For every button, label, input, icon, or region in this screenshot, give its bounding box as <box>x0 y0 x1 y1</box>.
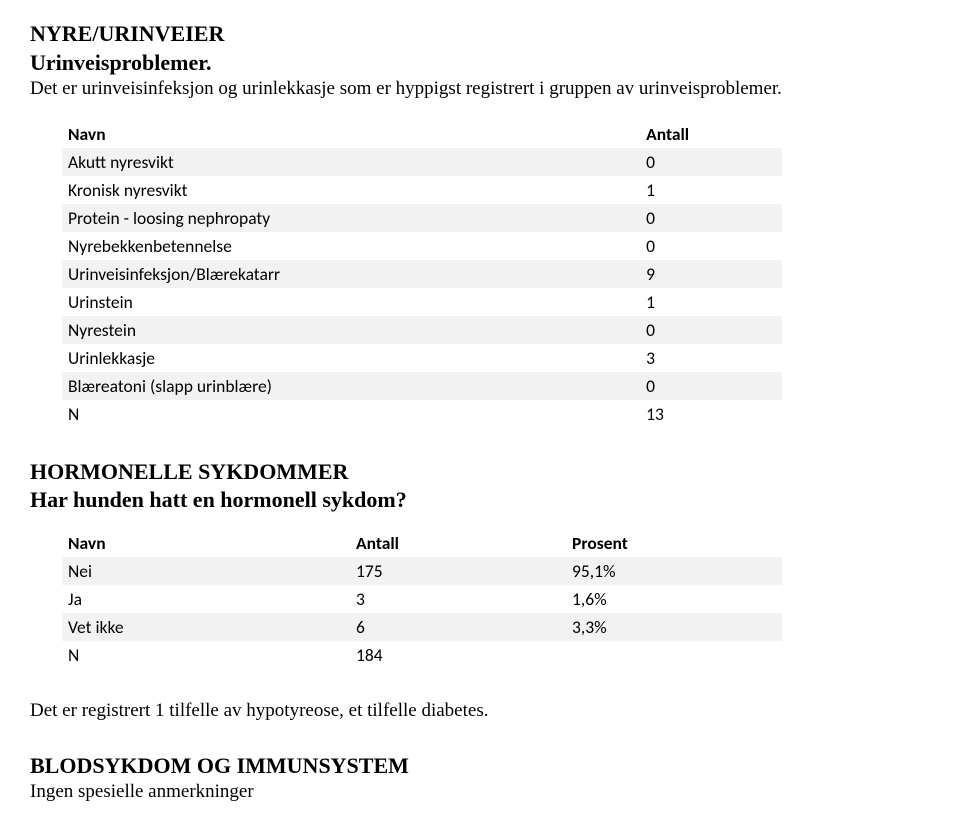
table-row-count: 13 <box>640 400 782 428</box>
table2-header-pct: Prosent <box>566 529 782 557</box>
table-row-name: Urinlekkasje <box>62 344 640 372</box>
table2-header-name: Navn <box>62 529 350 557</box>
section2-table: Navn Antall Prosent Nei17595,1% Ja31,6% Ve… <box>62 529 782 669</box>
table-row-name: Vet ikke <box>62 613 350 641</box>
table-row-count: 175 <box>350 557 566 585</box>
table-row-count: 0 <box>640 316 782 344</box>
table-row-name: Urinveisinfeksjon/Blærekatarr <box>62 260 640 288</box>
table-row-name: Blæreatoni (slapp urinblære) <box>62 372 640 400</box>
table-row-name: Akutt nyresvikt <box>62 148 640 176</box>
section1-intro: Det er urinveisinfeksjon og urinlekkasje… <box>30 77 930 102</box>
section3-note: Ingen spesielle anmerkninger <box>30 780 930 805</box>
table-row-count: 9 <box>640 260 782 288</box>
table-row-count: 184 <box>350 641 566 669</box>
table-row-name: Nyrestein <box>62 316 640 344</box>
section1-table: Navn Antall Akutt nyresvikt0Kronisk nyre… <box>62 120 782 428</box>
table-row-pct: 3,3% <box>566 613 782 641</box>
section2-subtitle: Har hunden hatt en hormonell sykdom? <box>30 486 930 515</box>
table-row-name: Kronisk nyresvikt <box>62 176 640 204</box>
table-row-count: 1 <box>640 288 782 316</box>
table1-header-name: Navn <box>62 120 640 148</box>
table-row-count: 0 <box>640 148 782 176</box>
table-row-pct <box>566 641 782 669</box>
table-row-name: Protein - loosing nephropaty <box>62 204 640 232</box>
table-row-name: Nei <box>62 557 350 585</box>
section1-subtitle: Urinveisproblemer. <box>30 49 930 78</box>
table1-header-count: Antall <box>640 120 782 148</box>
table-row-count: 0 <box>640 232 782 260</box>
table-row-count: 6 <box>350 613 566 641</box>
table2-header-count: Antall <box>350 529 566 557</box>
table-row-name: N <box>62 400 640 428</box>
section3-title: BLODSYKDOM OG IMMUNSYSTEM <box>30 752 930 781</box>
table-row-name: Urinstein <box>62 288 640 316</box>
table-row-count: 3 <box>350 585 566 613</box>
table-row-name: Nyrebekkenbetennelse <box>62 232 640 260</box>
table-row-count: 3 <box>640 344 782 372</box>
table-row-count: 0 <box>640 204 782 232</box>
table-row-pct: 1,6% <box>566 585 782 613</box>
section2-note: Det er registrert 1 tilfelle av hypotyre… <box>30 699 930 724</box>
table-row-name: Ja <box>62 585 350 613</box>
table-row-count: 0 <box>640 372 782 400</box>
table-row-pct: 95,1% <box>566 557 782 585</box>
table-row-name: N <box>62 641 350 669</box>
section2-title: HORMONELLE SYKDOMMER <box>30 458 930 487</box>
table-row-count: 1 <box>640 176 782 204</box>
section1-title: NYRE/URINVEIER <box>30 20 930 49</box>
